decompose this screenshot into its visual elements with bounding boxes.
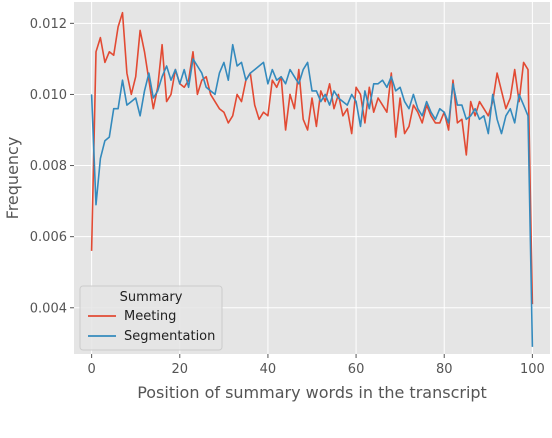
x-tick-label: 0 (87, 362, 95, 377)
grid-lines (74, 2, 550, 354)
y-tick-label: 0.006 (30, 230, 67, 245)
y-tick-label: 0.012 (30, 17, 67, 32)
series-line-segmentation (90, 43, 534, 347)
x-tick-label: 40 (260, 362, 277, 377)
x-tick-label: 80 (436, 362, 453, 377)
legend-label-segmentation: Segmentation (124, 329, 215, 344)
legend-title: Summary (120, 290, 183, 305)
legend-label-meeting: Meeting (124, 309, 176, 324)
x-axis-label: Position of summary words in the transcr… (137, 383, 487, 402)
legend: Summary Meeting Segmentation (79, 285, 223, 351)
y-tick-label: 0.008 (30, 159, 67, 174)
y-tick-label: 0.010 (30, 88, 67, 103)
x-tick-label: 60 (348, 362, 365, 377)
series-lines (90, 11, 534, 347)
x-tick-label: 100 (520, 362, 545, 377)
series-line-meeting (90, 11, 534, 305)
x-ticks: 0 20 40 60 80 100 (87, 354, 545, 377)
legend-box (79, 285, 223, 351)
y-axis-label: Frequency (3, 137, 22, 220)
y-ticks: 0.004 0.006 0.008 0.010 0.012 (30, 17, 74, 316)
x-tick-label: 20 (172, 362, 189, 377)
y-tick-label: 0.004 (30, 301, 67, 316)
